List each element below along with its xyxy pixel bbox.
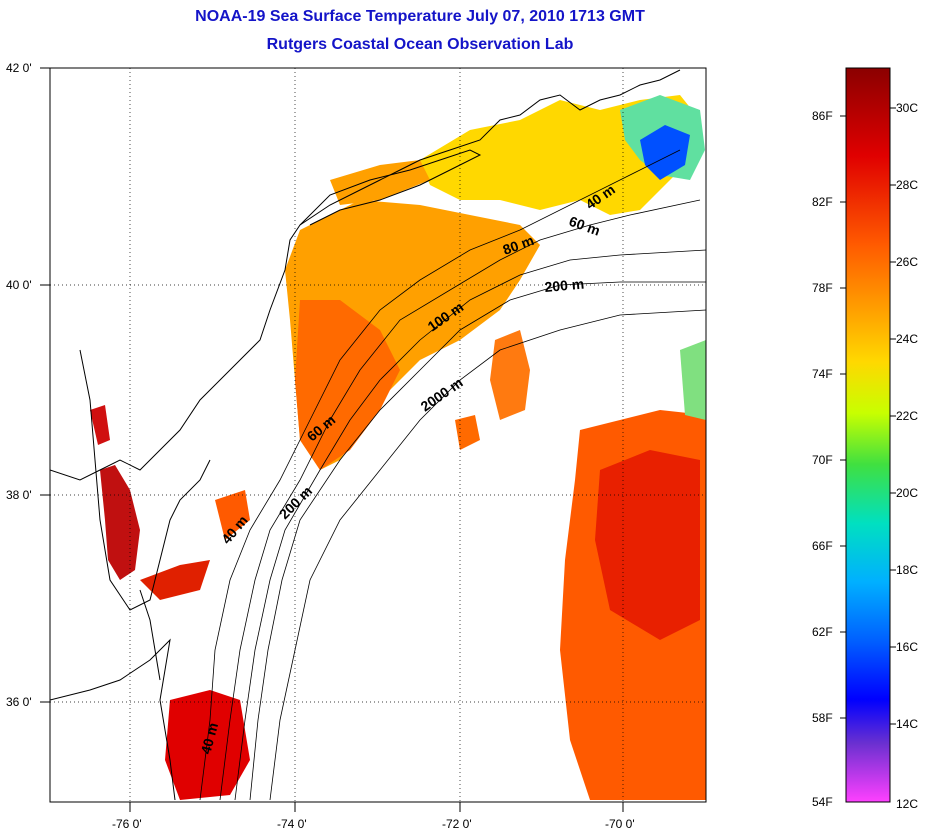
map-subtitle: Rutgers Coastal Ocean Observation Lab <box>266 36 574 53</box>
sst-region-shelf-inner <box>295 300 400 470</box>
x-axis-label: -72 0' <box>442 817 472 831</box>
sst-region-chesapeake <box>100 465 140 580</box>
sst-region-cold-patch <box>640 125 690 180</box>
x-axis-label: -74 0' <box>277 817 307 831</box>
map-title: NOAA-19 Sea Surface Temperature July 07,… <box>195 8 645 25</box>
bathymetry-layer <box>199 149 706 801</box>
contour-60m <box>219 199 701 801</box>
colorbar-f-label: 62F <box>812 625 833 639</box>
contour-200m <box>249 281 706 801</box>
sst-region-nc-coast <box>165 690 250 800</box>
sst-region-slope-small <box>455 415 480 450</box>
depth-label: 200 m <box>544 276 585 295</box>
x-axis-label: -70 0' <box>605 817 635 831</box>
colorbar-c-label: 14C <box>896 717 918 731</box>
colorbar-c-label: 18C <box>896 563 918 577</box>
depth-label: 2000 m <box>418 374 466 414</box>
contour-40m <box>199 149 681 801</box>
sst-region-chesapeake-upper <box>90 405 110 445</box>
depth-label: 40 m <box>197 721 221 756</box>
sst-region-va-coast <box>140 560 210 600</box>
chesapeake-shore-path <box>79 349 211 611</box>
sst-region-slope <box>490 330 530 420</box>
y-axis-label: 36 0' <box>6 695 32 709</box>
plot-frame <box>49 67 707 803</box>
coastline-layer <box>50 69 681 801</box>
axis-ticks <box>40 67 624 812</box>
nc-shore-path <box>50 638 176 801</box>
colorbar-f-label: 78F <box>812 281 833 295</box>
colorbar-c-label: 28C <box>896 178 918 192</box>
grid-lines <box>50 68 706 802</box>
depth-label: 200 m <box>276 483 315 522</box>
contour-2000m <box>269 309 706 801</box>
colorbar-c-label: 30C <box>896 101 918 115</box>
coastline-path <box>50 69 681 481</box>
colorbar-c-label: 20C <box>896 486 918 500</box>
x-axis-label: -76 0' <box>112 817 142 831</box>
colorbar-f-label: 66F <box>812 539 833 553</box>
colorbar-c-label: 12C <box>896 797 918 811</box>
colorbar-c-label: 22C <box>896 409 918 423</box>
depth-label: 60 m <box>567 213 602 239</box>
colorbar-f-label: 74F <box>812 367 833 381</box>
sst-region-offshore-north <box>680 340 706 420</box>
colorbar-f-label: 58F <box>812 711 833 725</box>
sst-region-delmarva <box>215 490 250 540</box>
sst-region-offshore-core <box>595 450 700 640</box>
colorbar-ticks <box>840 107 896 725</box>
colorbar-f-label: 82F <box>812 195 833 209</box>
colorbar <box>845 67 891 803</box>
contour-80m <box>234 249 706 801</box>
colorbar-c-label: 24C <box>896 332 918 346</box>
colorbar-c-label: 26C <box>896 255 918 269</box>
sst-region-long-island <box>330 160 430 205</box>
virginia-shore-path <box>139 589 161 681</box>
y-axis-label: 38 0' <box>6 488 32 502</box>
colorbar-f-label: 86F <box>812 109 833 123</box>
y-axis-label: 42 0' <box>6 61 32 75</box>
colorbar-f-label: 54F <box>812 795 833 809</box>
y-axis-label: 40 0' <box>6 278 32 292</box>
long-island-path <box>299 149 482 226</box>
colorbar-f-label: 70F <box>812 453 833 467</box>
colorbar-c-label: 16C <box>896 640 918 654</box>
